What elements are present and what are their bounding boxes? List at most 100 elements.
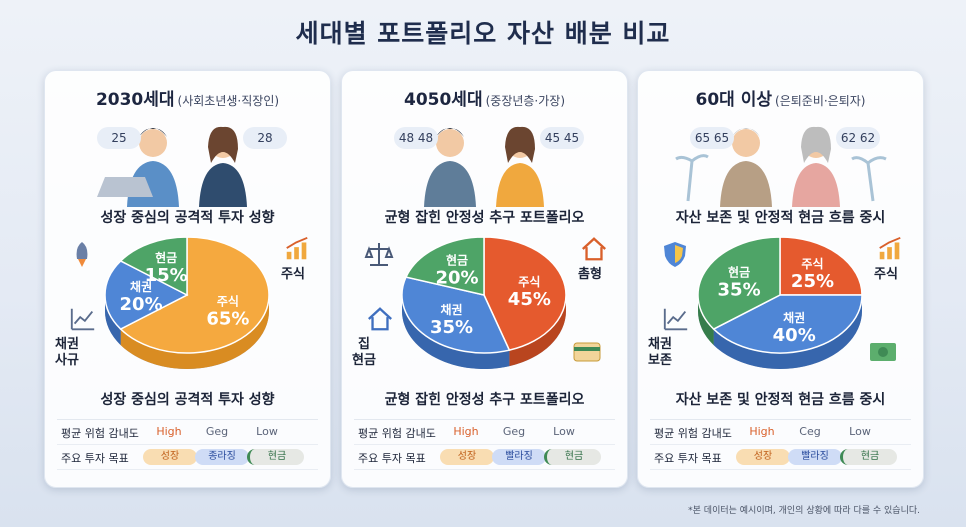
pie-slice-value-1: 40% <box>773 325 816 346</box>
generation-subtitle: (은퇴준비·은퇴자) <box>775 94 866 108</box>
pie-slice-value-2: 35% <box>718 279 761 300</box>
summary-table: 평균 위험 감내도 High Ceg Low 주요 투자 목표 성장 빨라징 현금 <box>650 419 911 470</box>
risk-row: 평균 위험 감내도 High Geg Low <box>354 420 615 445</box>
tagline-top: 균형 잡힌 안정성 추구 포트폴리오 <box>384 210 585 226</box>
footnote: *본 데이터는 예시이며, 개인의 상황에 따라 다를 수 있습니다. <box>688 506 920 516</box>
side-label-left: 채권 보존 <box>648 337 672 369</box>
goal-pill-2: 현금 <box>247 449 304 465</box>
risk-level-2: Low <box>553 425 575 438</box>
risk-level-0: High <box>749 425 775 438</box>
goal-pill-1: 종라징 <box>195 449 249 465</box>
risk-row: 평균 위험 감내도 High Ceg Low <box>650 420 911 445</box>
tagline-bottom: 성장 중심의 공격적 투자 성향 <box>100 392 275 408</box>
side-label-left-line: 채권 <box>648 337 672 352</box>
pie-slice-label-1: 채권 <box>783 310 805 325</box>
pie-slice-label-1: 채권 <box>130 279 152 294</box>
panel-2030: 2030세대 (사회초년생·직장인) 25 28 성장 중심의 공격적 투자 성향 주식 6… <box>44 70 331 488</box>
pie-slice-2 <box>119 236 188 297</box>
pie-slice-label-2: 현금 <box>155 250 177 265</box>
shield-icon <box>664 242 686 267</box>
credit-card-icon <box>573 342 601 362</box>
pie-slice-label-1: 채권 <box>440 302 462 317</box>
pie-slice-value-2: 15% <box>145 265 188 286</box>
summary-table: 평균 위험 감내도 High Geg Low 주요 투자 목표 성장 빨라징 현금 <box>354 419 615 470</box>
age-bubble-left: 25 <box>97 127 141 149</box>
side-label-left-line: 집 <box>357 337 370 352</box>
people-illustration-icon <box>424 126 544 207</box>
goal-pill-0: 성장 <box>440 449 494 465</box>
age-bubble-right: 28 <box>243 127 287 149</box>
goal-pill-0: 성장 <box>143 449 197 465</box>
risk-level-1: Geg <box>205 425 229 438</box>
house-icon <box>368 307 392 331</box>
pie-slice-value-2: 20% <box>435 268 478 289</box>
pie-slice-value-0: 25% <box>791 271 834 292</box>
side-label-left-line: 채권 <box>55 337 79 352</box>
generation-title: 60대 이상 (은퇴준비·은퇴자) <box>638 85 923 110</box>
scales-icon <box>364 243 394 266</box>
age-bubble-left: 48 48 <box>394 127 438 149</box>
goal-label: 주요 투자 목표 <box>654 452 722 465</box>
pie-slice-side-1 <box>713 295 862 369</box>
summary-table: 평균 위험 감내도 High Geg Low 주요 투자 목표 성장 종라징 현금 <box>57 419 318 470</box>
generation-subtitle: (사회초년생·직장인) <box>177 94 280 108</box>
goal-pill-0: 성장 <box>736 449 790 465</box>
side-label-left-line: 보존 <box>648 353 672 368</box>
tagline-bottom: 균형 잡힌 안정성 추구 포트폴리오 <box>384 392 585 408</box>
pie-slice-label-0: 주식 <box>217 294 239 309</box>
side-label-right: 촘형 <box>578 267 602 282</box>
pie-slice-value-1: 20% <box>120 294 163 315</box>
pie-slice-side-0 <box>509 295 566 367</box>
generation-title: 4050세대 (중장년층·가장) <box>342 85 627 110</box>
goal-pill-1: 빨라징 <box>788 449 842 465</box>
side-label-left-line: 현금 <box>352 353 376 368</box>
generation-name: 4050세대 <box>403 90 483 110</box>
pie-slice-value-0: 45% <box>508 289 551 310</box>
page-title: 세대별 포트폴리오 자산 배분 비교 <box>295 19 671 48</box>
goal-label: 주요 투자 목표 <box>61 452 129 465</box>
risk-row: 평균 위험 감내도 High Geg Low <box>57 420 318 445</box>
risk-label: 평균 위험 감내도 <box>61 427 139 440</box>
side-label-right: 주식 <box>281 267 305 282</box>
risk-level-1: Ceg <box>799 425 821 438</box>
rocket-icon <box>76 242 88 267</box>
goal-pill-1: 빨라징 <box>492 449 546 465</box>
generation-name: 2030세대 <box>95 90 175 110</box>
people-illustration-icon <box>97 126 247 207</box>
people-illustration-icon <box>675 126 887 207</box>
goal-row: 주요 투자 목표 성장 종라징 현금 <box>57 445 318 470</box>
side-label-left: 집 현금 <box>352 337 376 369</box>
risk-label: 평균 위험 감내도 <box>654 427 732 440</box>
risk-level-0: High <box>156 425 182 438</box>
side-label-left: 채권 사규 <box>55 337 79 369</box>
age-bubble-left: 65 65 <box>690 127 734 149</box>
pie-slice-label-0: 주식 <box>518 274 540 289</box>
pie-slice-0 <box>483 236 567 352</box>
age-bubble-right: 45 45 <box>540 127 584 149</box>
risk-level-2: Low <box>256 425 278 438</box>
pie-slice-value-1: 35% <box>430 317 473 338</box>
bar-chart-up-icon <box>879 236 901 260</box>
pie-slice-1 <box>712 294 863 354</box>
pie-slice-1 <box>104 259 189 331</box>
goal-row: 주요 투자 목표 성장 빨라징 현금 <box>650 445 911 470</box>
tagline-top: 성장 중심의 공격적 투자 성향 <box>100 210 275 226</box>
pie-slice-label-2: 현금 <box>728 264 750 279</box>
goal-label: 주요 투자 목표 <box>358 452 426 465</box>
age-bubble-right: 62 62 <box>836 127 880 149</box>
pie-slice-side-0 <box>120 295 269 369</box>
pie-slice-0 <box>119 236 270 354</box>
generation-name: 60대 이상 <box>695 90 773 110</box>
pie-slice-label-2: 현금 <box>446 253 468 268</box>
house-icon <box>582 237 606 261</box>
pie-slice-0 <box>779 236 863 296</box>
side-label-right: 주식 <box>874 267 898 282</box>
risk-level-0: High <box>453 425 479 438</box>
generation-title: 2030세대 (사회초년생·직장인) <box>45 85 330 110</box>
pie-slice-2 <box>404 236 485 296</box>
chart-up-icon <box>663 308 688 331</box>
risk-label: 평균 위험 감내도 <box>358 427 436 440</box>
tagline-top: 자산 보존 및 안정적 현금 흐름 중시 <box>675 210 886 226</box>
